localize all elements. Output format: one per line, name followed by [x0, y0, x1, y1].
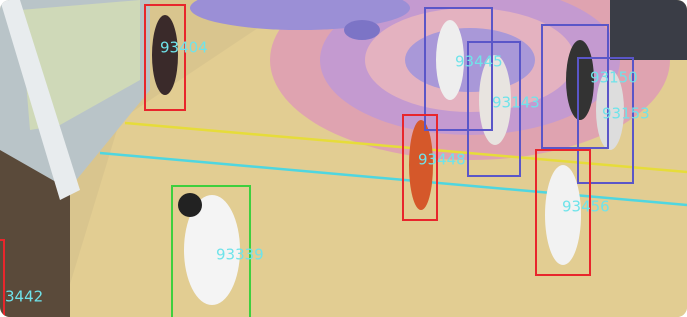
track-id: 93153 [602, 105, 650, 123]
track-id: 93456 [562, 198, 610, 216]
track-id: 93404 [160, 39, 208, 57]
track-id: 93445 [455, 53, 503, 71]
floor-pattern [344, 20, 380, 40]
scene: 93404 93445 93143 93150 93153 93448 9345… [0, 0, 687, 317]
camera-frame: 93404 93445 93143 93150 93153 93448 9345… [0, 0, 687, 317]
track-id: 93150 [590, 69, 638, 87]
track-id: 93143 [492, 94, 540, 112]
track-id: 93339 [216, 246, 264, 264]
track-id: 93448 [418, 151, 466, 169]
wall [610, 0, 687, 60]
track-id: 3442 [5, 288, 43, 306]
